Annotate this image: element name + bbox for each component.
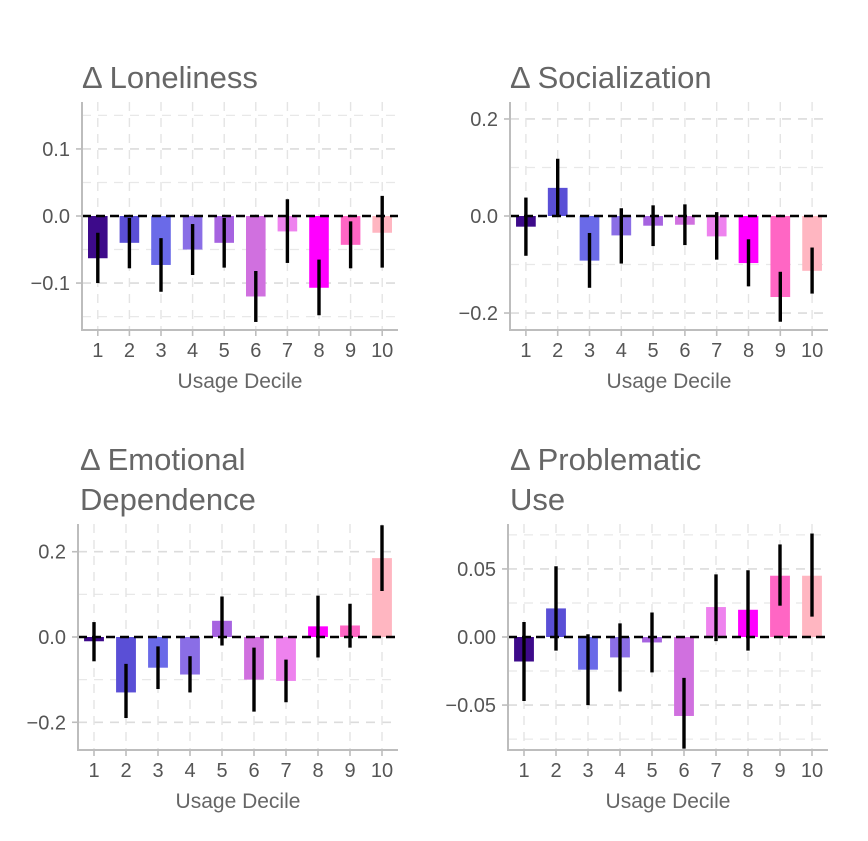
x-tick-label: 6 bbox=[248, 760, 259, 782]
x-tick-label: 7 bbox=[711, 340, 722, 362]
x-tick-label: 3 bbox=[155, 340, 166, 362]
x-tick-label: 1 bbox=[92, 340, 103, 362]
y-tick-label: 0.2 bbox=[470, 109, 498, 131]
x-tick-label: 10 bbox=[371, 760, 393, 782]
x-tick-label: 10 bbox=[801, 340, 823, 362]
panel-1: Δ Loneliness 0.1 0.0 −0.1 1 2 3 4 5 6 7 8 9 10 Usage D… bbox=[31, 60, 398, 393]
x-tick-label: 9 bbox=[775, 340, 786, 362]
x-axis-label: Usage Decile bbox=[176, 790, 301, 813]
x-tick-label: 5 bbox=[219, 340, 230, 362]
x-tick-label: 9 bbox=[774, 760, 785, 782]
x-tick-label: 8 bbox=[742, 760, 753, 782]
panel-3: Δ Emotional Dependence 0.2 0.0 −0.2 1 2 3 4 5 6 7 8 9… bbox=[27, 442, 398, 813]
panel-4: Δ Problematic Use 0.05 0.00 −0.05 1 2 3 4 5 6 7 8 9 10… bbox=[445, 442, 828, 813]
x-tick-label: 1 bbox=[520, 340, 531, 362]
y-tick-label: −0.2 bbox=[459, 303, 498, 325]
y-tick-label: 0.0 bbox=[42, 206, 70, 228]
x-tick-label: 9 bbox=[345, 340, 356, 362]
bar-decile-4 bbox=[180, 637, 200, 675]
bar-decile-6 bbox=[674, 637, 694, 716]
title-line: Use bbox=[510, 482, 565, 517]
title-line: Δ Problematic bbox=[510, 442, 701, 477]
x-tick-label: 9 bbox=[344, 760, 355, 782]
panel-title: Δ Emotional Dependence bbox=[80, 442, 256, 517]
title-line: Δ Socialization bbox=[510, 60, 712, 95]
panel-2: Δ Socialization 0.2 0.0 −0.2 1 2 3 4 5 6 7 8 9 10 Usag… bbox=[459, 60, 828, 393]
panel-title: Δ Loneliness bbox=[82, 60, 258, 95]
x-tick-label: 5 bbox=[216, 760, 227, 782]
x-tick-label: 1 bbox=[518, 760, 529, 782]
x-tick-label: 10 bbox=[801, 760, 823, 782]
x-tick-label: 7 bbox=[280, 760, 291, 782]
x-tick-label: 4 bbox=[614, 760, 625, 782]
x-tick-label: 8 bbox=[743, 340, 754, 362]
x-tick-label: 8 bbox=[312, 760, 323, 782]
x-tick-label: 2 bbox=[552, 340, 563, 362]
y-tick-label: −0.05 bbox=[445, 695, 496, 717]
title-line: Δ Loneliness bbox=[82, 60, 258, 95]
x-tick-label: 5 bbox=[646, 760, 657, 782]
y-tick-label: 0.0 bbox=[470, 206, 498, 228]
y-tick-label: 0.2 bbox=[38, 542, 66, 564]
x-tick-label: 4 bbox=[187, 340, 198, 362]
x-tick-label: 2 bbox=[550, 760, 561, 782]
x-tick-label: 4 bbox=[184, 760, 195, 782]
x-tick-label: 7 bbox=[282, 340, 293, 362]
x-axis-label: Usage Decile bbox=[178, 370, 303, 393]
x-tick-label: 6 bbox=[679, 340, 690, 362]
bar-decile-10 bbox=[372, 558, 392, 637]
title-line: Dependence bbox=[80, 482, 256, 517]
y-tick-label: 0.05 bbox=[457, 559, 496, 581]
x-axis-label: Usage Decile bbox=[606, 790, 731, 813]
y-tick-label: 0.1 bbox=[42, 139, 70, 161]
x-tick-label: 6 bbox=[678, 760, 689, 782]
bar-decile-8 bbox=[309, 216, 329, 288]
panel-title: Δ Socialization bbox=[510, 60, 712, 95]
bar-decile-7 bbox=[276, 637, 296, 681]
x-tick-label: 2 bbox=[120, 760, 131, 782]
y-tick-label: 0.00 bbox=[457, 627, 496, 649]
y-tick-label: −0.2 bbox=[27, 712, 66, 734]
x-tick-label: 5 bbox=[648, 340, 659, 362]
x-axis-label: Usage Decile bbox=[607, 370, 732, 393]
x-tick-label: 3 bbox=[584, 340, 595, 362]
x-tick-label: 10 bbox=[371, 340, 393, 362]
x-tick-label: 7 bbox=[710, 760, 721, 782]
y-tick-label: 0.0 bbox=[38, 627, 66, 649]
bar-decile-9 bbox=[770, 575, 790, 637]
y-tick-label: −0.1 bbox=[31, 273, 70, 295]
title-line: Δ Emotional bbox=[80, 442, 245, 477]
x-tick-label: 1 bbox=[88, 760, 99, 782]
x-tick-label: 3 bbox=[582, 760, 593, 782]
x-tick-label: 6 bbox=[250, 340, 261, 362]
x-tick-label: 3 bbox=[152, 760, 163, 782]
panel-title: Δ Problematic Use bbox=[510, 442, 701, 517]
x-tick-label: 8 bbox=[313, 340, 324, 362]
x-tick-label: 2 bbox=[124, 340, 135, 362]
bar-decile-10 bbox=[802, 216, 822, 271]
x-tick-label: 4 bbox=[616, 340, 627, 362]
bar-decile-6 bbox=[246, 216, 266, 297]
bar-decile-9 bbox=[770, 216, 791, 298]
